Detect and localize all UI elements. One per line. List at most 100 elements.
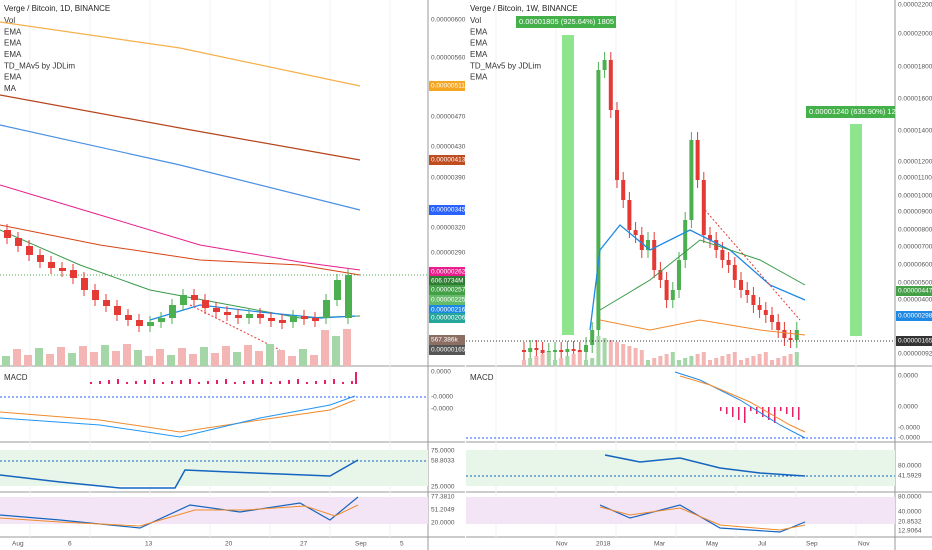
price-badge xyxy=(429,345,465,355)
badge xyxy=(516,16,616,28)
axis-label: 0.00000400 xyxy=(898,297,932,304)
volume-bar xyxy=(559,358,564,366)
legend-entry: EMA xyxy=(4,27,22,36)
candle xyxy=(577,350,582,352)
axis-label: 0.0000 xyxy=(898,404,918,411)
candle xyxy=(37,255,44,262)
axis-label: 58.8033 xyxy=(431,458,455,465)
volume-bar xyxy=(522,360,526,366)
candle xyxy=(739,280,743,290)
macd-bar xyxy=(216,380,218,384)
badge-label: 0.00001240 (635.90%) 124 xyxy=(809,107,900,116)
volume-bar xyxy=(332,336,340,366)
legend-entry: EMA xyxy=(4,73,22,82)
volume-bar xyxy=(590,358,595,366)
candle xyxy=(334,280,341,300)
volume-bar xyxy=(714,358,719,366)
volume-bar xyxy=(664,354,669,366)
macd-bar xyxy=(234,382,236,384)
indicator-line xyxy=(674,371,806,439)
indicator-line xyxy=(0,184,361,271)
candle xyxy=(646,240,650,250)
candle xyxy=(81,278,88,290)
candle xyxy=(202,300,209,308)
candle xyxy=(621,180,626,200)
indicator-line xyxy=(0,21,361,87)
candle xyxy=(268,318,275,321)
indicator-line xyxy=(0,94,361,161)
candle xyxy=(534,348,539,350)
candle xyxy=(565,349,570,352)
volume-bar xyxy=(534,356,539,366)
price-badge xyxy=(429,305,465,315)
macd-bar xyxy=(162,382,164,384)
volume-bar xyxy=(68,353,76,366)
volume-bar xyxy=(584,360,588,366)
macd-bar xyxy=(750,407,752,411)
macd-bar xyxy=(270,382,272,384)
candle xyxy=(770,315,774,322)
axis-label: 0.00000800 xyxy=(898,227,932,234)
axis-label: 0.00000600 xyxy=(898,262,932,269)
legend-entry: EMA xyxy=(4,50,22,59)
legend-entry: Vol xyxy=(470,16,481,25)
volume-bar xyxy=(46,354,54,366)
macd-bar xyxy=(774,407,776,423)
axis-label: 606.0734M xyxy=(431,278,464,285)
candle xyxy=(652,240,657,270)
macd-bar xyxy=(252,380,254,384)
volume-bar xyxy=(732,352,737,366)
volume-bar xyxy=(540,354,545,366)
candle xyxy=(92,290,99,300)
axis-label: 0.00000165 xyxy=(898,338,932,345)
axis-label: 0.00000257 xyxy=(431,287,466,294)
indicator-line xyxy=(604,454,806,477)
candle xyxy=(726,260,731,265)
candle xyxy=(732,265,737,280)
x-axis-label: Sep xyxy=(806,541,818,548)
axis-label: 0.00000320 xyxy=(431,225,466,232)
macd-bar xyxy=(135,381,137,384)
axis-label: 0.00000345 xyxy=(431,207,466,214)
axis-label: 0.00000216 xyxy=(431,307,466,314)
volume-bar xyxy=(156,349,164,366)
volume-bar xyxy=(2,356,10,366)
axis-label: 0.00000165 xyxy=(431,347,466,354)
candle xyxy=(323,300,330,318)
axis-label: 12.9064 xyxy=(898,528,922,535)
candle xyxy=(708,235,712,240)
volume-bar xyxy=(244,345,252,366)
macd-bar xyxy=(786,407,788,414)
axis-label: 0.00001600 xyxy=(898,96,932,103)
price-badge xyxy=(429,81,465,91)
axis-label: 41.5929 xyxy=(898,473,922,480)
candle xyxy=(701,180,706,235)
candle xyxy=(596,70,601,330)
stoch-band xyxy=(466,497,895,524)
volume-bar xyxy=(211,353,219,366)
candle xyxy=(776,322,781,330)
candle xyxy=(15,238,22,246)
macd-bar xyxy=(342,382,344,384)
x-axis-label: May xyxy=(706,541,719,548)
candle xyxy=(745,290,750,295)
candle xyxy=(695,140,700,180)
price-badge xyxy=(429,155,465,165)
axis-label: 0.00000430 xyxy=(431,144,466,151)
volume-bar xyxy=(233,352,241,366)
axis-label: 0.00002200 xyxy=(898,2,932,9)
volume-bar xyxy=(288,356,296,366)
candle xyxy=(26,246,33,255)
axis-label: 0.00000560 xyxy=(431,55,466,62)
volume-bar xyxy=(621,344,626,366)
price-badge xyxy=(429,295,465,305)
axis-label: -0.0000 xyxy=(898,425,920,432)
indicator-line xyxy=(0,399,356,433)
candle xyxy=(571,349,576,351)
candle xyxy=(70,270,77,278)
macd-bar xyxy=(99,381,101,384)
macd-bar xyxy=(333,379,335,384)
candle xyxy=(301,316,308,319)
volume-bar xyxy=(670,352,675,366)
